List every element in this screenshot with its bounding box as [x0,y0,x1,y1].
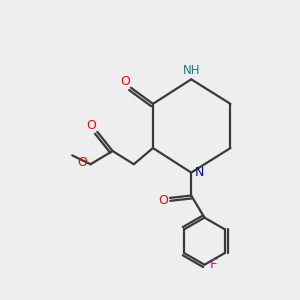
Text: O: O [120,75,130,88]
Text: N: N [195,166,204,179]
Text: F: F [210,258,218,271]
Text: NH: NH [182,64,200,77]
Text: O: O [159,194,169,207]
Text: O: O [86,119,96,133]
Text: O: O [78,156,88,169]
